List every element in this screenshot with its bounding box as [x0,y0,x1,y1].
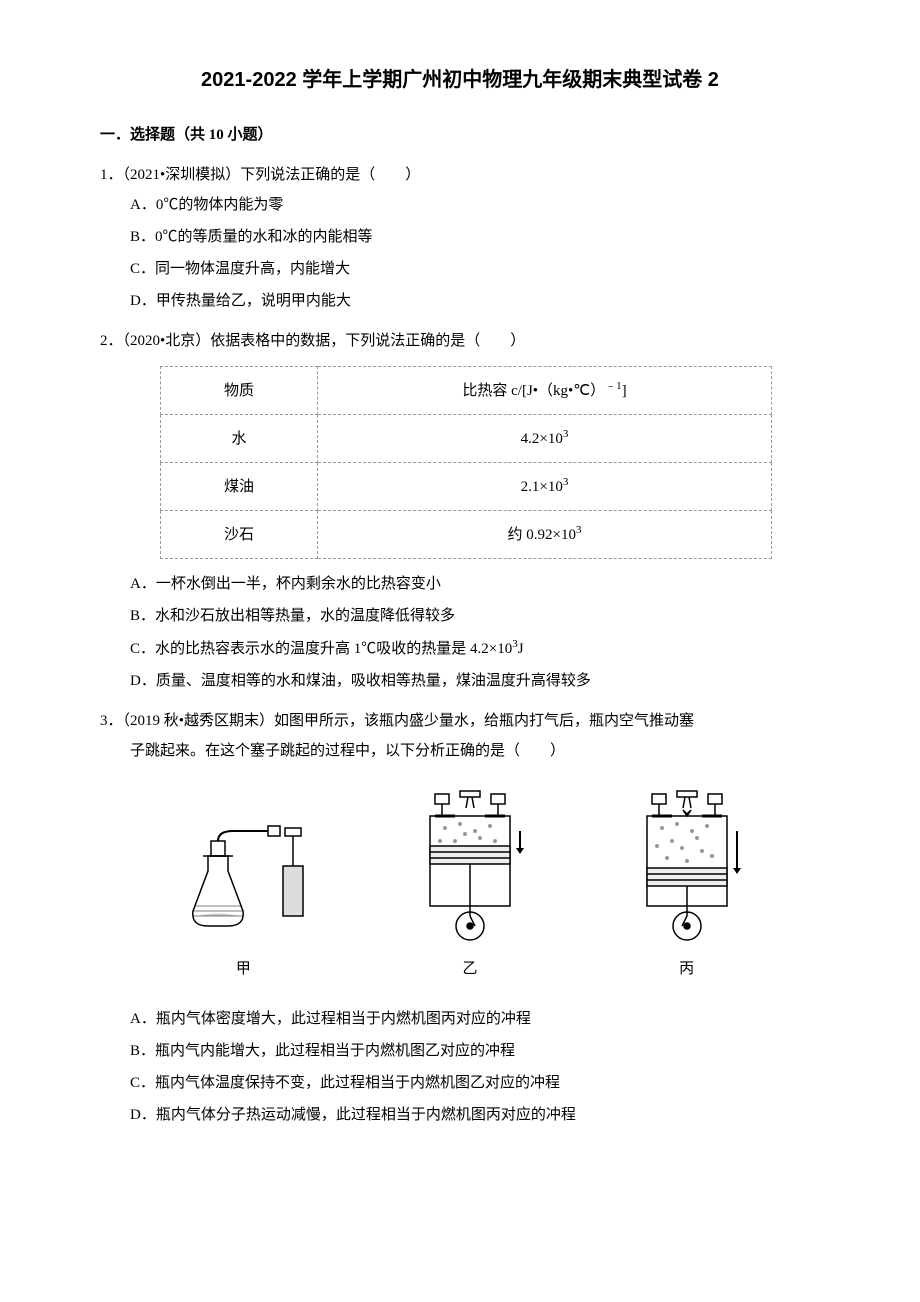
q2-option-b: B．水和沙石放出相等热量，水的温度降低得较多 [100,601,820,631]
q3-stem2: 子跳起来。在这个塞子跳起的过程中，以下分析正确的是（ [130,743,520,759]
table-cell-name: 煤油 [161,463,318,511]
q2-stem: 2．（2020•北京）依据表格中的数据，下列说法正确的是（ [100,333,480,349]
table-cell-value: 2.1×103 [318,463,772,511]
figure-label-bing: 丙 [679,954,694,984]
header-val-prefix: 比热容 c/[J•（kg•℃） [462,383,605,399]
figure-container: 甲 [140,786,780,984]
q1-option-a: A．0℃的物体内能为零 [100,190,820,220]
q1-option-b: B．0℃的等质量的水和冰的内能相等 [100,222,820,252]
q3-option-d: D．瓶内气体分子热运动减慢，此过程相当于内燃机图丙对应的冲程 [100,1100,820,1130]
table-row: 煤油 2.1×103 [161,463,772,511]
q1-option-d: D．甲传热量给乙，说明甲内能大 [100,286,820,316]
table-cell-value: 约 0.92×103 [318,511,772,559]
question-2: 2．（2020•北京）依据表格中的数据，下列说法正确的是（ ） 物质 比热容 c/… [100,326,820,696]
header-val-suffix: ] [622,383,627,399]
row1-val-exp: 3 [563,428,569,440]
table-header-value: 比热容 c/[J•（kg•℃）﹣1] [318,367,772,415]
table-row: 水 4.2×103 [161,415,772,463]
figure-jia: 甲 [173,816,313,984]
question-1-text: 1．（2021•深圳模拟）下列说法正确的是（ ） [100,160,820,190]
question-3-text-line1: 3．（2019 秋•越秀区期末）如图甲所示，该瓶内盛少量水，给瓶内打气后，瓶内空… [100,706,820,736]
q1-end: ） [405,167,420,183]
figure-label-jia: 甲 [236,954,251,984]
row3-val-exp: 3 [576,524,582,536]
figure-label-yi: 乙 [462,954,477,984]
row2-val-exp: 3 [563,476,569,488]
table-cell-name: 沙石 [161,511,318,559]
question-3-text-line2: 子跳起来。在这个塞子跳起的过程中，以下分析正确的是（ ） [100,736,820,766]
header-val-exp: ﹣1 [605,380,622,392]
q1-stem: 1．（2021•深圳模拟）下列说法正确的是（ [100,167,375,183]
q2-option-c: C．水的比热容表示水的温度升高 1℃吸收的热量是 4.2×103J [100,633,820,664]
specific-heat-table: 物质 比热容 c/[J•（kg•℃）﹣1] 水 4.2×103 煤油 2.1×1… [160,366,772,559]
row3-val-prefix: 约 0.92×10 [508,527,576,543]
q2-optc-suffix: J [518,641,524,657]
q3-end: ） [550,743,565,759]
row2-val-prefix: 2.1×10 [521,479,563,495]
engine-stroke-bing-icon [627,786,747,946]
figure-yi: 乙 [410,786,530,984]
q2-end: ） [510,333,525,349]
table-header-substance: 物质 [161,367,318,415]
table-cell-value: 4.2×103 [318,415,772,463]
q2-option-a: A．一杯水倒出一半，杯内剩余水的比热容变小 [100,569,820,599]
q2-option-d: D．质量、温度相等的水和煤油，吸收相等热量，煤油温度升高得较多 [100,666,820,696]
q2-optc-prefix: C．水的比热容表示水的温度升高 1℃吸收的热量是 4.2×10 [130,641,512,657]
section-header: 一．选择题（共 10 小题） [100,120,820,150]
engine-stroke-yi-icon [410,786,530,946]
table-cell-name: 水 [161,415,318,463]
table-row: 沙石 约 0.92×103 [161,511,772,559]
table-row: 物质 比热容 c/[J•（kg•℃）﹣1] [161,367,772,415]
row1-val-prefix: 4.2×10 [521,431,563,447]
page-title: 2021-2022 学年上学期广州初中物理九年级期末典型试卷 2 [100,60,820,100]
q1-option-c: C．同一物体温度升高，内能增大 [100,254,820,284]
question-2-text: 2．（2020•北京）依据表格中的数据，下列说法正确的是（ ） [100,326,820,356]
question-1: 1．（2021•深圳模拟）下列说法正确的是（ ） A．0℃的物体内能为零 B．0℃… [100,160,820,316]
question-3: 3．（2019 秋•越秀区期末）如图甲所示，该瓶内盛少量水，给瓶内打气后，瓶内空… [100,706,820,1130]
figure-bing: 丙 [627,786,747,984]
q3-option-b: B．瓶内气内能增大，此过程相当于内燃机图乙对应的冲程 [100,1036,820,1066]
q3-option-c: C．瓶内气体温度保持不变，此过程相当于内燃机图乙对应的冲程 [100,1068,820,1098]
q3-option-a: A．瓶内气体密度增大，此过程相当于内燃机图丙对应的冲程 [100,1004,820,1034]
flask-pump-icon [173,816,313,946]
